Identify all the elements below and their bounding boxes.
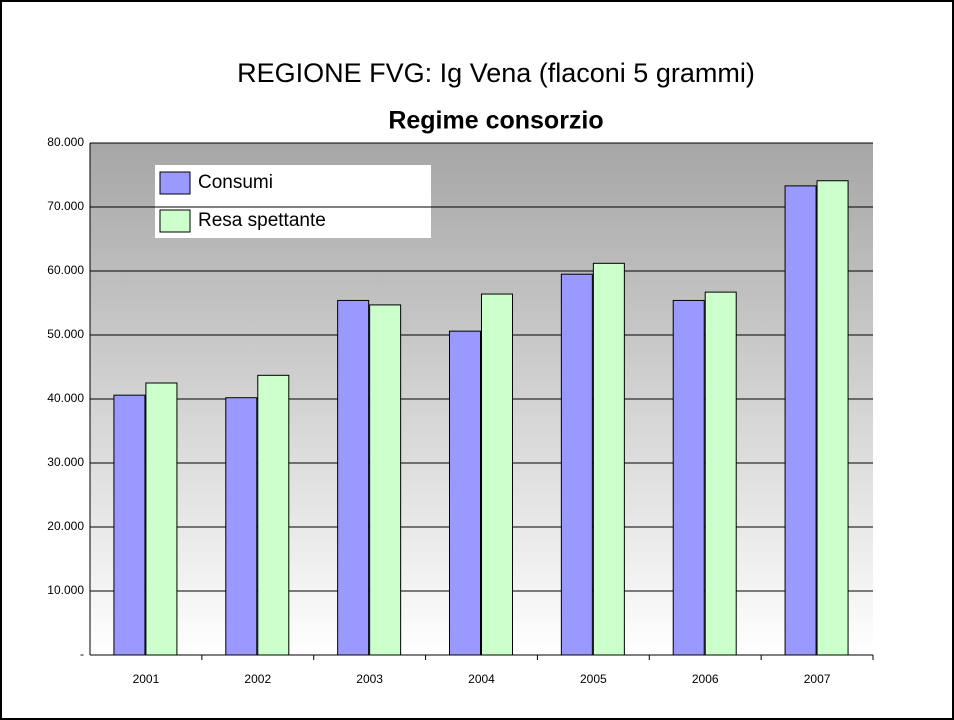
x-tick-label: 2005 <box>580 672 607 686</box>
x-tick-label: 2001 <box>133 672 160 686</box>
legend-swatch <box>160 210 190 232</box>
bar <box>817 181 848 655</box>
y-tick-label: 80.000 <box>47 135 84 149</box>
x-tick-label: 2006 <box>692 672 719 686</box>
y-tick-label: 40.000 <box>47 391 84 405</box>
x-tick-label: 2002 <box>244 672 271 686</box>
bar <box>146 383 177 655</box>
bar <box>785 186 816 655</box>
bar <box>561 274 592 655</box>
y-tick-label: 60.000 <box>47 263 84 277</box>
chart: REGIONE FVG: Ig Vena (flaconi 5 grammi) … <box>0 0 954 720</box>
bar <box>705 292 736 655</box>
legend-label: Resa spettante <box>198 210 326 231</box>
bar <box>226 398 257 655</box>
y-tick-label: - <box>80 647 84 661</box>
legend: Consumi Resa spettante <box>155 165 431 238</box>
y-tick-label: 30.000 <box>47 455 84 469</box>
x-tick-label: 2003 <box>356 672 383 686</box>
y-tick-label: 10.000 <box>47 583 84 597</box>
bar <box>370 305 401 655</box>
bar <box>673 300 704 655</box>
legend-swatch <box>160 172 190 194</box>
y-tick-label: 70.000 <box>47 199 84 213</box>
x-tick-label: 2007 <box>804 672 831 686</box>
bar <box>450 331 481 655</box>
x-tick-label: 2004 <box>468 672 495 686</box>
bar <box>114 395 145 655</box>
bar <box>482 294 513 655</box>
legend-label: Consumi <box>198 172 273 193</box>
chart-subtitle: Regime consorzio <box>388 107 603 135</box>
bar <box>593 263 624 655</box>
y-tick-label: 20.000 <box>47 519 84 533</box>
bar <box>338 300 369 655</box>
chart-title: REGIONE FVG: Ig Vena (flaconi 5 grammi) <box>237 58 755 88</box>
bar <box>258 375 289 655</box>
y-tick-label: 50.000 <box>47 327 84 341</box>
